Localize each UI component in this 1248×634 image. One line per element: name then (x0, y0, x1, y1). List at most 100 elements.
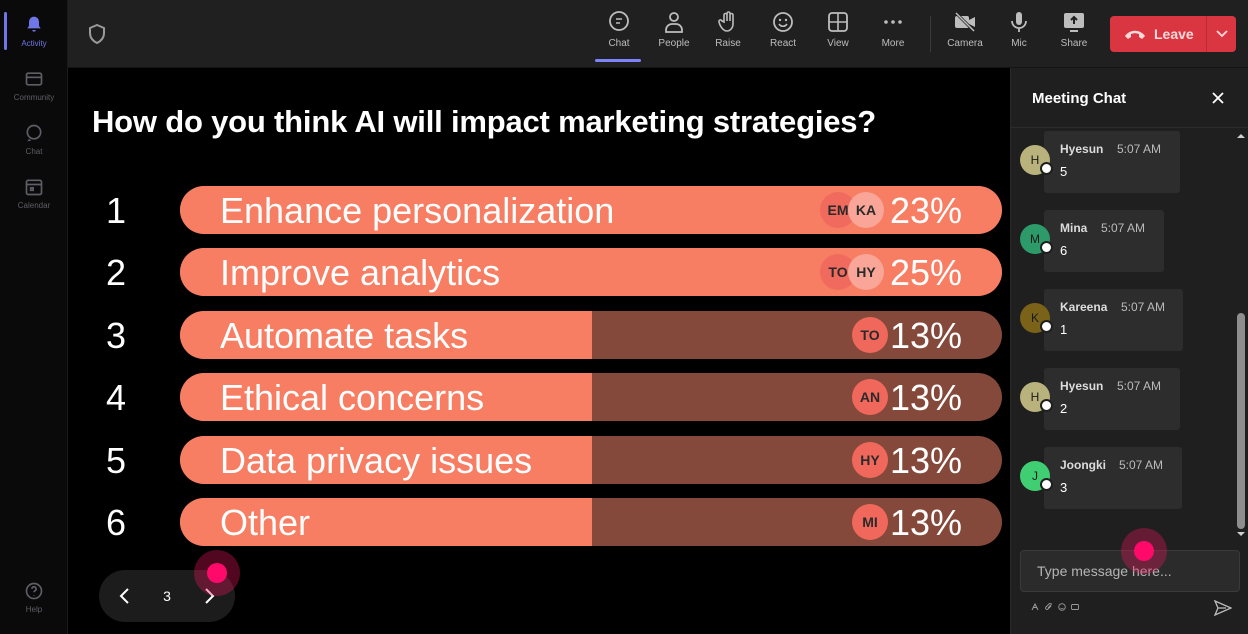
poll-option-number: 3 (106, 314, 127, 356)
format-icon[interactable] (1031, 603, 1039, 611)
chat-message: Hyesun 5:07 AM 5 H (1011, 131, 1233, 195)
message-text: 6 (1060, 243, 1068, 258)
toolbar-label: React (769, 38, 797, 49)
more-icon (884, 20, 902, 24)
rail-item-label: Community (13, 92, 55, 102)
toolbar-label: Raise (715, 38, 741, 49)
message-time: 5:07 AM (1101, 221, 1146, 235)
message-bubble: Hyesun 5:07 AM 2 (1044, 368, 1180, 430)
emoji-icon[interactable] (1058, 603, 1066, 611)
toolbar-share-button[interactable]: Share (1048, 10, 1100, 62)
chat-scrollbar[interactable] (1233, 128, 1248, 542)
pointer-highlight (194, 550, 240, 596)
poll-option-percent: 13% (889, 439, 962, 481)
poll-option-number: 1 (106, 190, 127, 231)
poll-option-percent: 25% (889, 252, 962, 294)
message-author: Kareena (1060, 300, 1108, 314)
chat-message: Mina 5:07 AM 6 M (1011, 210, 1233, 274)
poll-option: 1 Enhance personalization EM KA 23% (68, 186, 1010, 234)
poll-option-number: 6 (106, 502, 127, 543)
rail-item-activity[interactable]: Activity (0, 4, 68, 58)
voter-avatar: AN (852, 379, 888, 416)
toolbar-raise-button[interactable]: Raise (702, 10, 754, 62)
poll-option-number: 2 (106, 252, 127, 294)
toolbar-more-button[interactable]: More (867, 10, 919, 62)
toolbar-label: People (658, 38, 690, 49)
raise-hand-icon (718, 11, 734, 32)
avatar: J (1020, 461, 1053, 491)
poll-option-number: 4 (106, 377, 127, 419)
message-author: Mina (1060, 221, 1088, 235)
voter-avatar: KA (848, 192, 884, 228)
rail-item-community[interactable]: Community (0, 58, 68, 112)
leave-main-button[interactable]: Leave (1110, 26, 1206, 42)
rail-item-help[interactable]: Help (0, 570, 68, 624)
voter-avatar: HY (848, 254, 884, 291)
scroll-down-icon[interactable] (1237, 530, 1245, 538)
toolbar-people-button[interactable]: People (648, 10, 700, 62)
grid-icon (828, 12, 848, 32)
leave-options-button[interactable] (1207, 30, 1236, 38)
avatar: K (1020, 303, 1053, 333)
send-icon[interactable] (1214, 600, 1232, 616)
poll-option-percent: 13% (889, 502, 962, 543)
chat-icon (26, 124, 42, 141)
rail-item-label: Chat (25, 146, 43, 156)
toolbar-chat-button[interactable]: Chat (593, 10, 645, 62)
scroll-up-icon[interactable] (1237, 132, 1245, 140)
message-bubble: Hyesun 5:07 AM 5 (1044, 131, 1180, 193)
scrollbar-thumb[interactable] (1237, 313, 1245, 529)
poll-option-bar: Enhance personalization EM KA 23% (180, 186, 1002, 234)
toolbar-mic-button[interactable]: Mic (993, 10, 1045, 62)
poll-stage: How do you think AI will impact marketin… (68, 68, 1010, 634)
message-bubble: Joongki 5:07 AM 3 (1044, 447, 1182, 509)
message-bubble: Mina 5:07 AM 6 (1044, 210, 1164, 272)
poll-option-bar: Automate tasks TO 13% (180, 310, 1002, 359)
gif-icon[interactable] (1071, 603, 1079, 611)
avatar: M (1020, 224, 1053, 254)
poll-option: 6 Other MI 13% (68, 498, 1010, 546)
toolbar-divider (930, 16, 931, 52)
voter-avatar: MI (852, 504, 888, 540)
poll-option-bar: Other MI 13% (180, 498, 1002, 546)
toolbar-label: View (827, 38, 849, 49)
rail-item-label: Activity (21, 38, 47, 48)
poll-question: How do you think AI will impact marketin… (92, 104, 877, 139)
rail-item-label: Help (25, 604, 43, 614)
close-icon[interactable] (1211, 91, 1225, 105)
message-text: 3 (1060, 480, 1068, 495)
chat-message-list[interactable]: Hyesun 5:07 AM 5 H Mina 5:07 AM 6 M Kareena 5:07 … (1011, 128, 1233, 542)
toolbar-camera-button[interactable]: Camera (939, 10, 991, 62)
message-text: 5 (1060, 164, 1068, 179)
microphone-icon (1011, 12, 1027, 32)
chevron-left-icon[interactable] (115, 586, 135, 606)
voter-avatar: HY (852, 441, 888, 478)
attach-icon[interactable] (1045, 603, 1053, 611)
poll-option-fill (180, 435, 592, 484)
poll-option-bar: Data privacy issues HY 13% (180, 435, 1002, 484)
chevron-down-icon (1215, 30, 1228, 38)
chevron-right-icon[interactable] (199, 586, 219, 606)
toolbar-label: More (881, 38, 905, 49)
pointer-highlight (1121, 528, 1167, 574)
shield-icon[interactable] (88, 24, 106, 44)
rail-item-chat[interactable]: Chat (0, 112, 68, 166)
people-icon (665, 12, 683, 33)
poll-option-fill (180, 310, 592, 359)
poll-option-percent: 13% (889, 377, 962, 419)
meeting-toolbar: Chat People Raise React View More Camera (68, 0, 1248, 68)
toolbar-view-button[interactable]: View (812, 10, 864, 62)
chat-message-input[interactable] (1020, 550, 1240, 592)
poll-option-label: Data privacy issues (220, 439, 533, 481)
poll-option-number: 5 (106, 439, 127, 481)
poll-option-label: Automate tasks (220, 314, 469, 356)
rail-item-calendar[interactable]: Calendar (0, 166, 68, 220)
message-author: Joongki (1060, 458, 1107, 472)
toolbar-react-button[interactable]: React (757, 10, 809, 62)
poll-option-fill (180, 498, 592, 546)
meeting-chat-panel: Meeting Chat Hyesun 5:07 AM 5 H Mina 5:07 AM 6… (1010, 68, 1248, 634)
leave-button[interactable]: Leave (1110, 16, 1236, 52)
chat-title: Meeting Chat (1032, 90, 1127, 107)
hang-up-icon (1125, 30, 1145, 39)
left-rail: Activity Community Chat Calendar Help (0, 0, 68, 634)
